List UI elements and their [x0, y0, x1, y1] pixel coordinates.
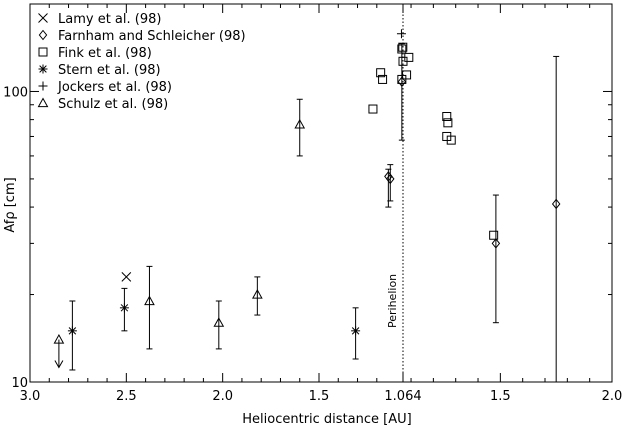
data-point — [294, 118, 306, 129]
data-point — [53, 334, 65, 344]
data-point — [404, 52, 414, 62]
legend-label: Schulz et al. (98) — [58, 97, 168, 112]
data-point — [119, 303, 129, 313]
legend-entry: Stern et al. (98) — [38, 63, 161, 78]
data-point — [351, 326, 361, 336]
x-tick-label: 1.5 — [309, 389, 330, 404]
data-points — [53, 29, 561, 344]
upper-limit-arrow — [54, 339, 64, 369]
data-point — [368, 104, 378, 114]
error-bar — [398, 43, 405, 141]
data-point — [378, 74, 388, 84]
data-point — [213, 317, 225, 327]
legend-marker — [38, 29, 48, 41]
data-point — [376, 68, 386, 78]
error-bar — [146, 265, 153, 350]
data-point — [397, 76, 407, 88]
legend-label: Farnham and Schleicher (98) — [58, 29, 246, 44]
x-axis-label: Heliocentric distance [AU] — [242, 412, 411, 427]
x-tick-label: 2.0 — [212, 389, 233, 404]
error-bar — [254, 276, 261, 316]
x-tick-label: 1.064 — [384, 389, 421, 404]
data-point — [402, 70, 412, 80]
x-tick-label: 3.0 — [20, 389, 41, 404]
legend-marker — [38, 81, 48, 91]
data-point — [442, 112, 452, 122]
legend-label: Fink et al. (98) — [58, 46, 152, 61]
y-tick-label: 100 — [3, 85, 28, 100]
data-point — [397, 44, 407, 54]
data-point — [386, 173, 395, 185]
y-axis-label: Afρ [cm] — [3, 177, 18, 232]
y-tick-label: 10 — [11, 376, 28, 391]
legend-entry: Schulz et al. (98) — [37, 97, 168, 112]
data-point — [443, 118, 453, 128]
data-point — [396, 29, 406, 39]
perihelion-annotation: Perihelion — [386, 274, 399, 328]
data-point — [398, 42, 408, 52]
x-tick-label: 2.5 — [116, 389, 137, 404]
legend-marker — [38, 13, 48, 23]
legend-entry: Farnham and Schleicher (98) — [38, 29, 246, 44]
data-point — [491, 238, 501, 249]
legend-label: Jockers et al. (98) — [57, 80, 172, 95]
legend-label: Stern et al. (98) — [58, 63, 161, 78]
legend-label: Lamy et al. (98) — [58, 12, 161, 27]
axis-ticks: 3.0 2.5 2.0 1.5 1.064 1.5 2.0 10 100 — [3, 3, 623, 404]
legend-entry: Lamy et al. (98) — [38, 12, 161, 27]
x-tick-label: 1.5 — [490, 389, 511, 404]
error-bar — [492, 194, 499, 324]
data-point — [121, 272, 132, 282]
error-bar — [69, 300, 76, 371]
legend-marker — [38, 47, 48, 57]
plot-frame — [29, 3, 613, 383]
plot-border — [29, 3, 613, 383]
data-point — [144, 295, 155, 306]
data-point — [397, 74, 407, 84]
x-tick-label: 2.0 — [602, 389, 623, 404]
data-point — [446, 135, 456, 145]
data-point — [251, 289, 263, 299]
error-bar — [553, 55, 560, 383]
legend-entry: Jockers et al. (98) — [38, 80, 172, 95]
data-point — [551, 198, 561, 210]
error-bar — [215, 300, 222, 350]
legend-marker — [38, 64, 48, 74]
error-bars — [54, 43, 560, 383]
data-point — [67, 326, 77, 336]
legend: Lamy et al. (98) Farnham and Schleicher (… — [37, 12, 246, 112]
data-point — [489, 230, 499, 240]
legend-entry: Fink et al. (98) — [38, 46, 152, 61]
legend-marker — [37, 97, 49, 108]
